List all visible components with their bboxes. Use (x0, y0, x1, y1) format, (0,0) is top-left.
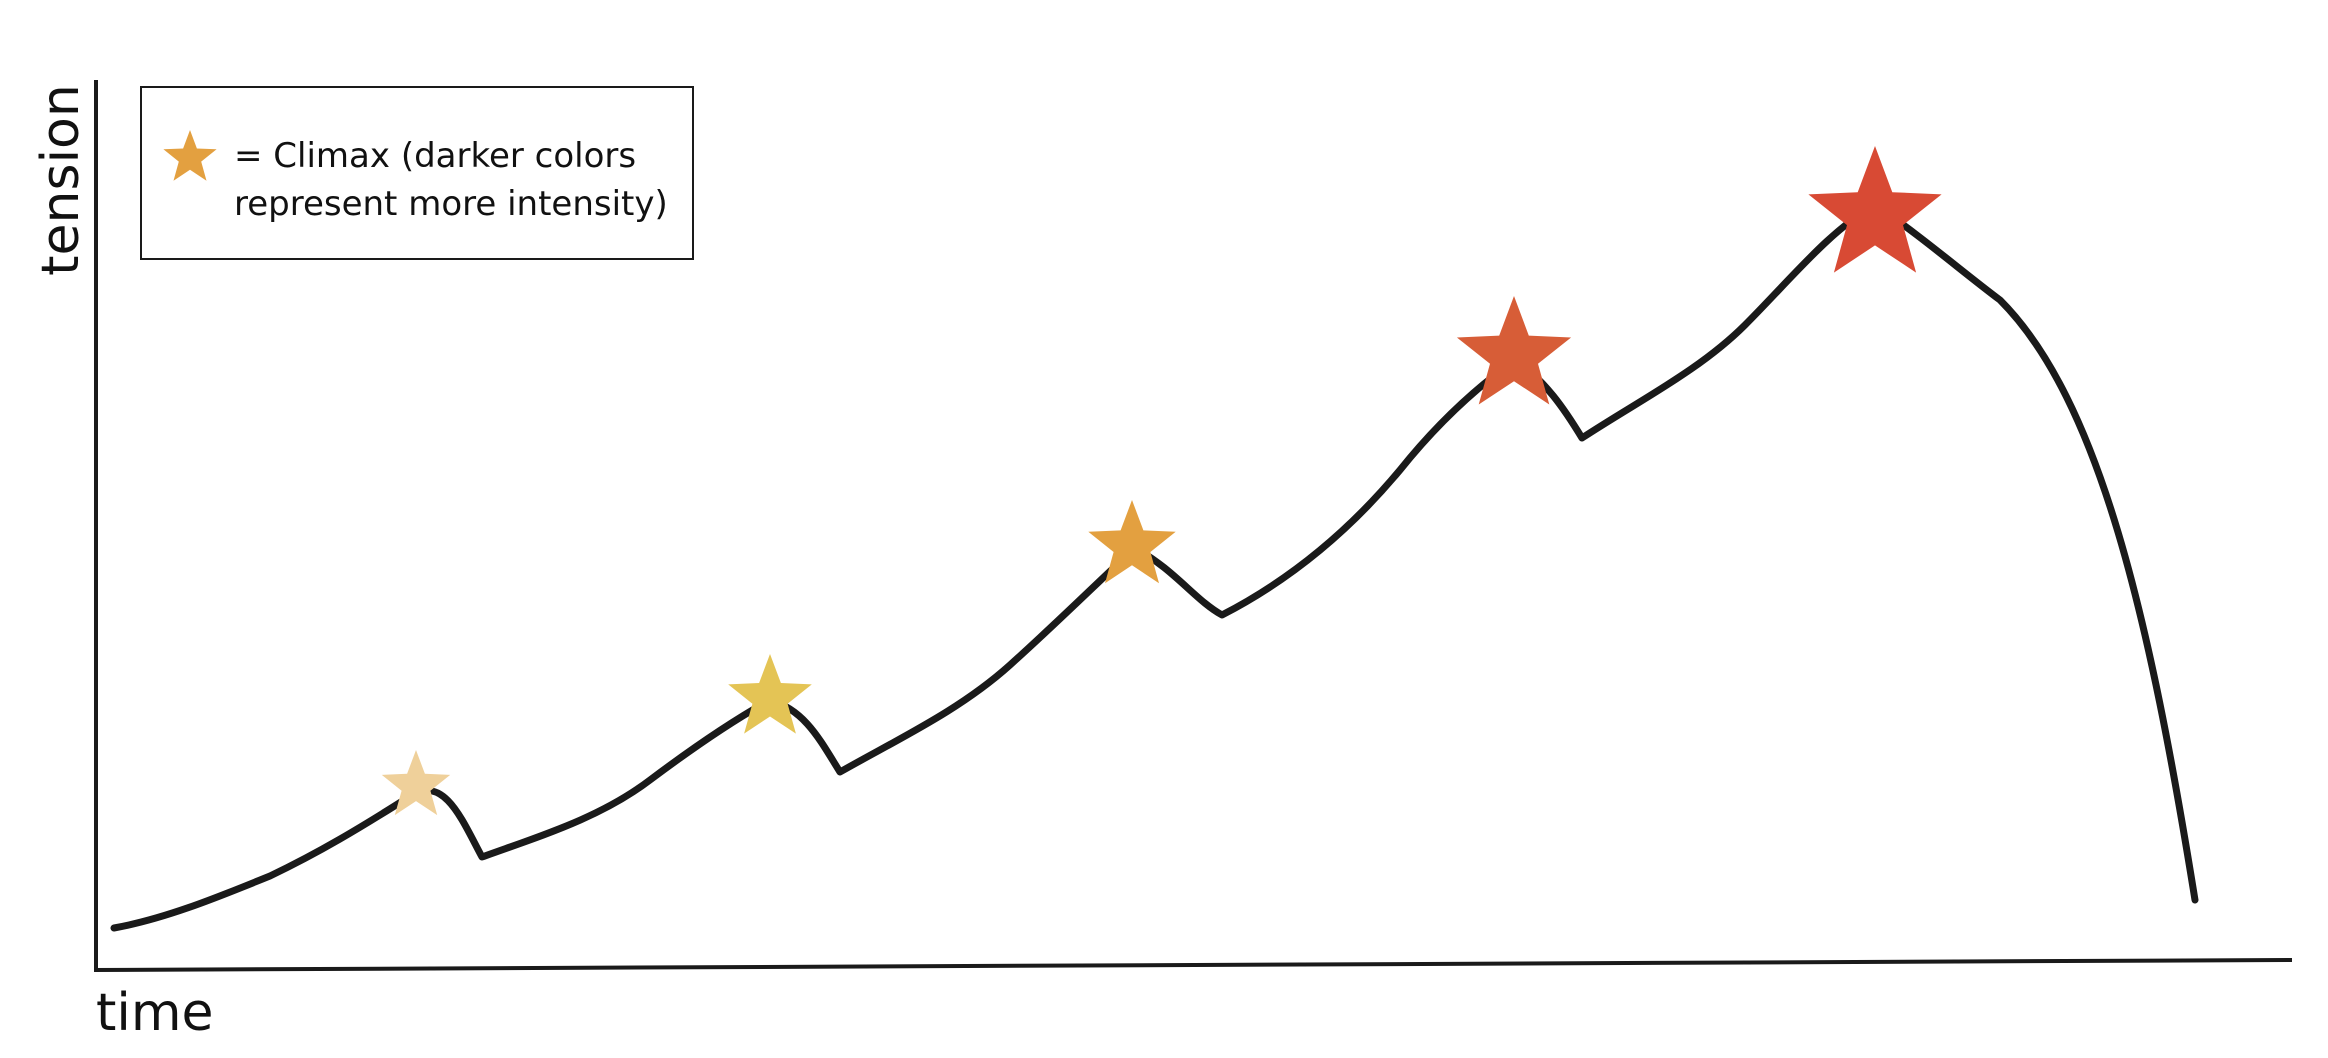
y-axis-label: tension (31, 84, 91, 276)
legend: = Climax (darker colors represent more i… (140, 86, 694, 260)
legend-line-2: represent more intensity) (234, 184, 668, 224)
climax-star-4 (1456, 296, 1572, 405)
star-icon (163, 130, 217, 181)
climax-star-5 (1808, 146, 1942, 273)
climax-star-2 (728, 654, 812, 734)
x-axis (93, 958, 2293, 972)
climax-star-1 (381, 750, 451, 816)
climax-star-3 (1088, 500, 1176, 584)
legend-line-1: = Climax (darker colors (234, 136, 636, 176)
tension-curve (110, 201, 2199, 932)
legend-box (140, 86, 694, 260)
x-axis-label: time (96, 983, 213, 1043)
